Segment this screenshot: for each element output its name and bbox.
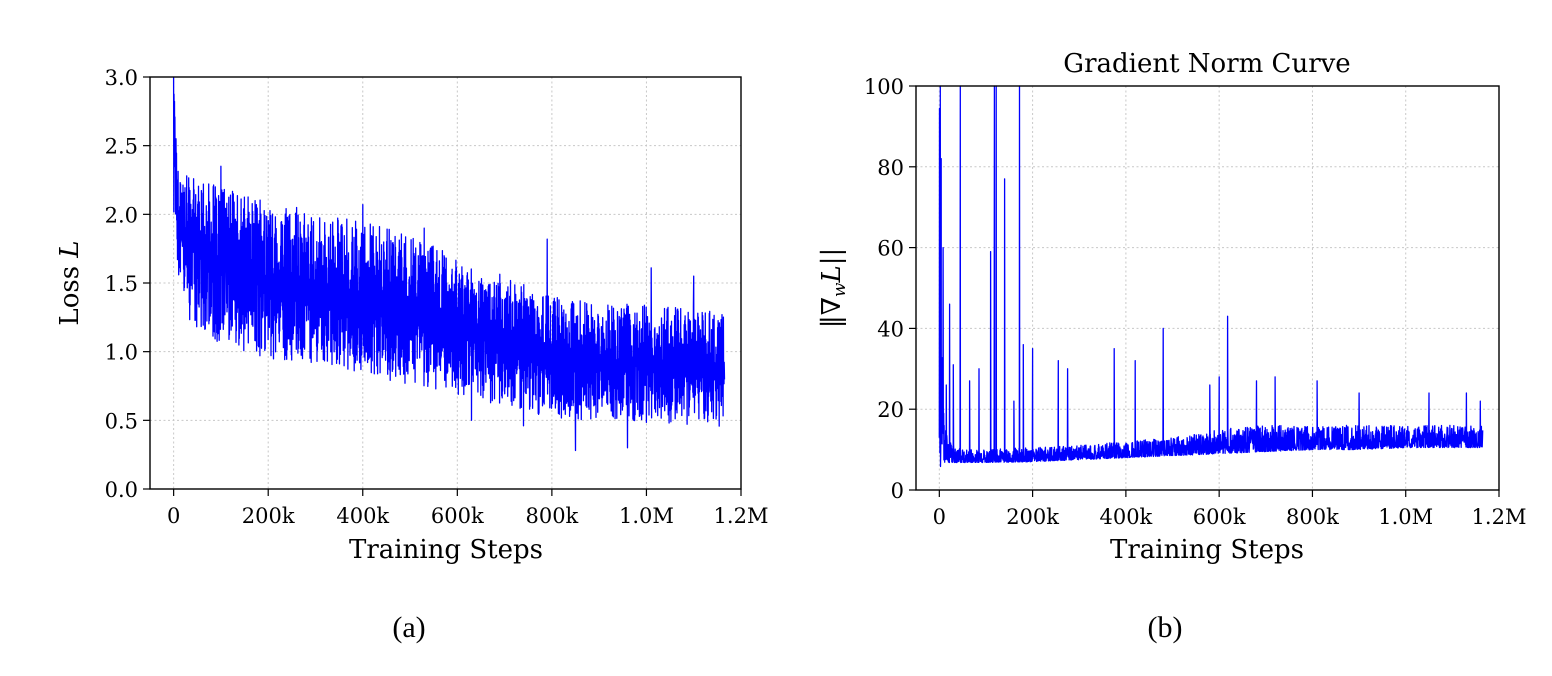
x-tick-label: 400k xyxy=(1099,505,1152,529)
gradient-chart-frame xyxy=(915,85,1500,491)
loss-chart-x-ticks: 0 200k 400k 600k 800k 1.0M 1.2M xyxy=(167,489,769,528)
y-tick-label: 2.5 xyxy=(105,135,138,159)
x-tick-label: 800k xyxy=(1286,505,1339,529)
gradient-norm-chart-panel: 0 200k 400k 600k 800k 1.0M 1.2M 0 20 40 60 80 100 G… xyxy=(817,49,1526,644)
x-tick-label: 400k xyxy=(336,504,389,528)
y-tick-label: 1.0 xyxy=(105,341,138,365)
x-tick-label: 200k xyxy=(1006,505,1059,529)
gradient-chart-y-axis-label: ‖∇wL|| xyxy=(817,248,850,329)
y-tick-label: 20 xyxy=(877,398,904,422)
panel-a-caption: (a) xyxy=(392,611,425,644)
loss-curve-line xyxy=(172,76,726,452)
x-tick-label: 1.0M xyxy=(619,504,674,528)
loss-chart-panel: 0 200k 400k 600k 800k 1.0M 1.2M 0.0 0.5 1.0 1.5 2.… xyxy=(55,66,768,644)
y-tick-label: 80 xyxy=(877,156,904,180)
gradient-norm-curve-line xyxy=(938,85,1484,468)
panel-b-caption: (b) xyxy=(1148,611,1183,644)
loss-chart-y-axis-label: Loss L xyxy=(55,240,85,325)
gradient-chart-x-ticks: 0 200k 400k 600k 800k 1.0M 1.2M xyxy=(933,490,1527,529)
x-tick-label: 600k xyxy=(431,504,484,528)
x-tick-label: 600k xyxy=(1193,505,1246,529)
y-tick-label: 1.5 xyxy=(105,272,138,296)
x-tick-label: 0 xyxy=(167,504,180,528)
y-label-text: Loss xyxy=(55,258,85,326)
x-tick-label: 1.0M xyxy=(1378,505,1433,529)
y-tick-label: 60 xyxy=(877,237,904,261)
y-tick-label: 100 xyxy=(864,75,904,99)
x-tick-label: 800k xyxy=(525,504,578,528)
y-label-variable: L xyxy=(817,265,847,283)
gradient-chart-x-axis-label: Training Steps xyxy=(1110,535,1304,565)
x-tick-label: 0 xyxy=(933,505,946,529)
gradient-chart-y-ticks: 0 20 40 60 80 100 xyxy=(864,75,916,503)
x-tick-label: 1.2M xyxy=(1472,505,1527,529)
y-tick-label: 0.0 xyxy=(105,478,138,502)
y-label-subscript: w xyxy=(830,282,850,297)
y-label-open: ‖∇ xyxy=(817,297,847,328)
x-tick-label: 1.2M xyxy=(714,504,769,528)
loss-chart-y-ticks: 0.0 0.5 1.0 1.5 2.0 2.5 3.0 xyxy=(105,66,150,502)
y-label-variable: L xyxy=(55,240,85,258)
loss-chart-x-axis-label: Training Steps xyxy=(349,535,543,565)
gradient-chart-grid xyxy=(916,85,1500,491)
y-tick-label: 0 xyxy=(891,479,904,503)
y-tick-label: 40 xyxy=(877,317,904,341)
y-tick-label: 2.0 xyxy=(105,203,138,227)
y-tick-label: 0.5 xyxy=(105,409,138,433)
y-label-close: || xyxy=(817,248,847,266)
y-tick-label: 3.0 xyxy=(105,66,138,90)
gradient-chart-title: Gradient Norm Curve xyxy=(1063,49,1350,79)
x-tick-label: 200k xyxy=(242,504,295,528)
